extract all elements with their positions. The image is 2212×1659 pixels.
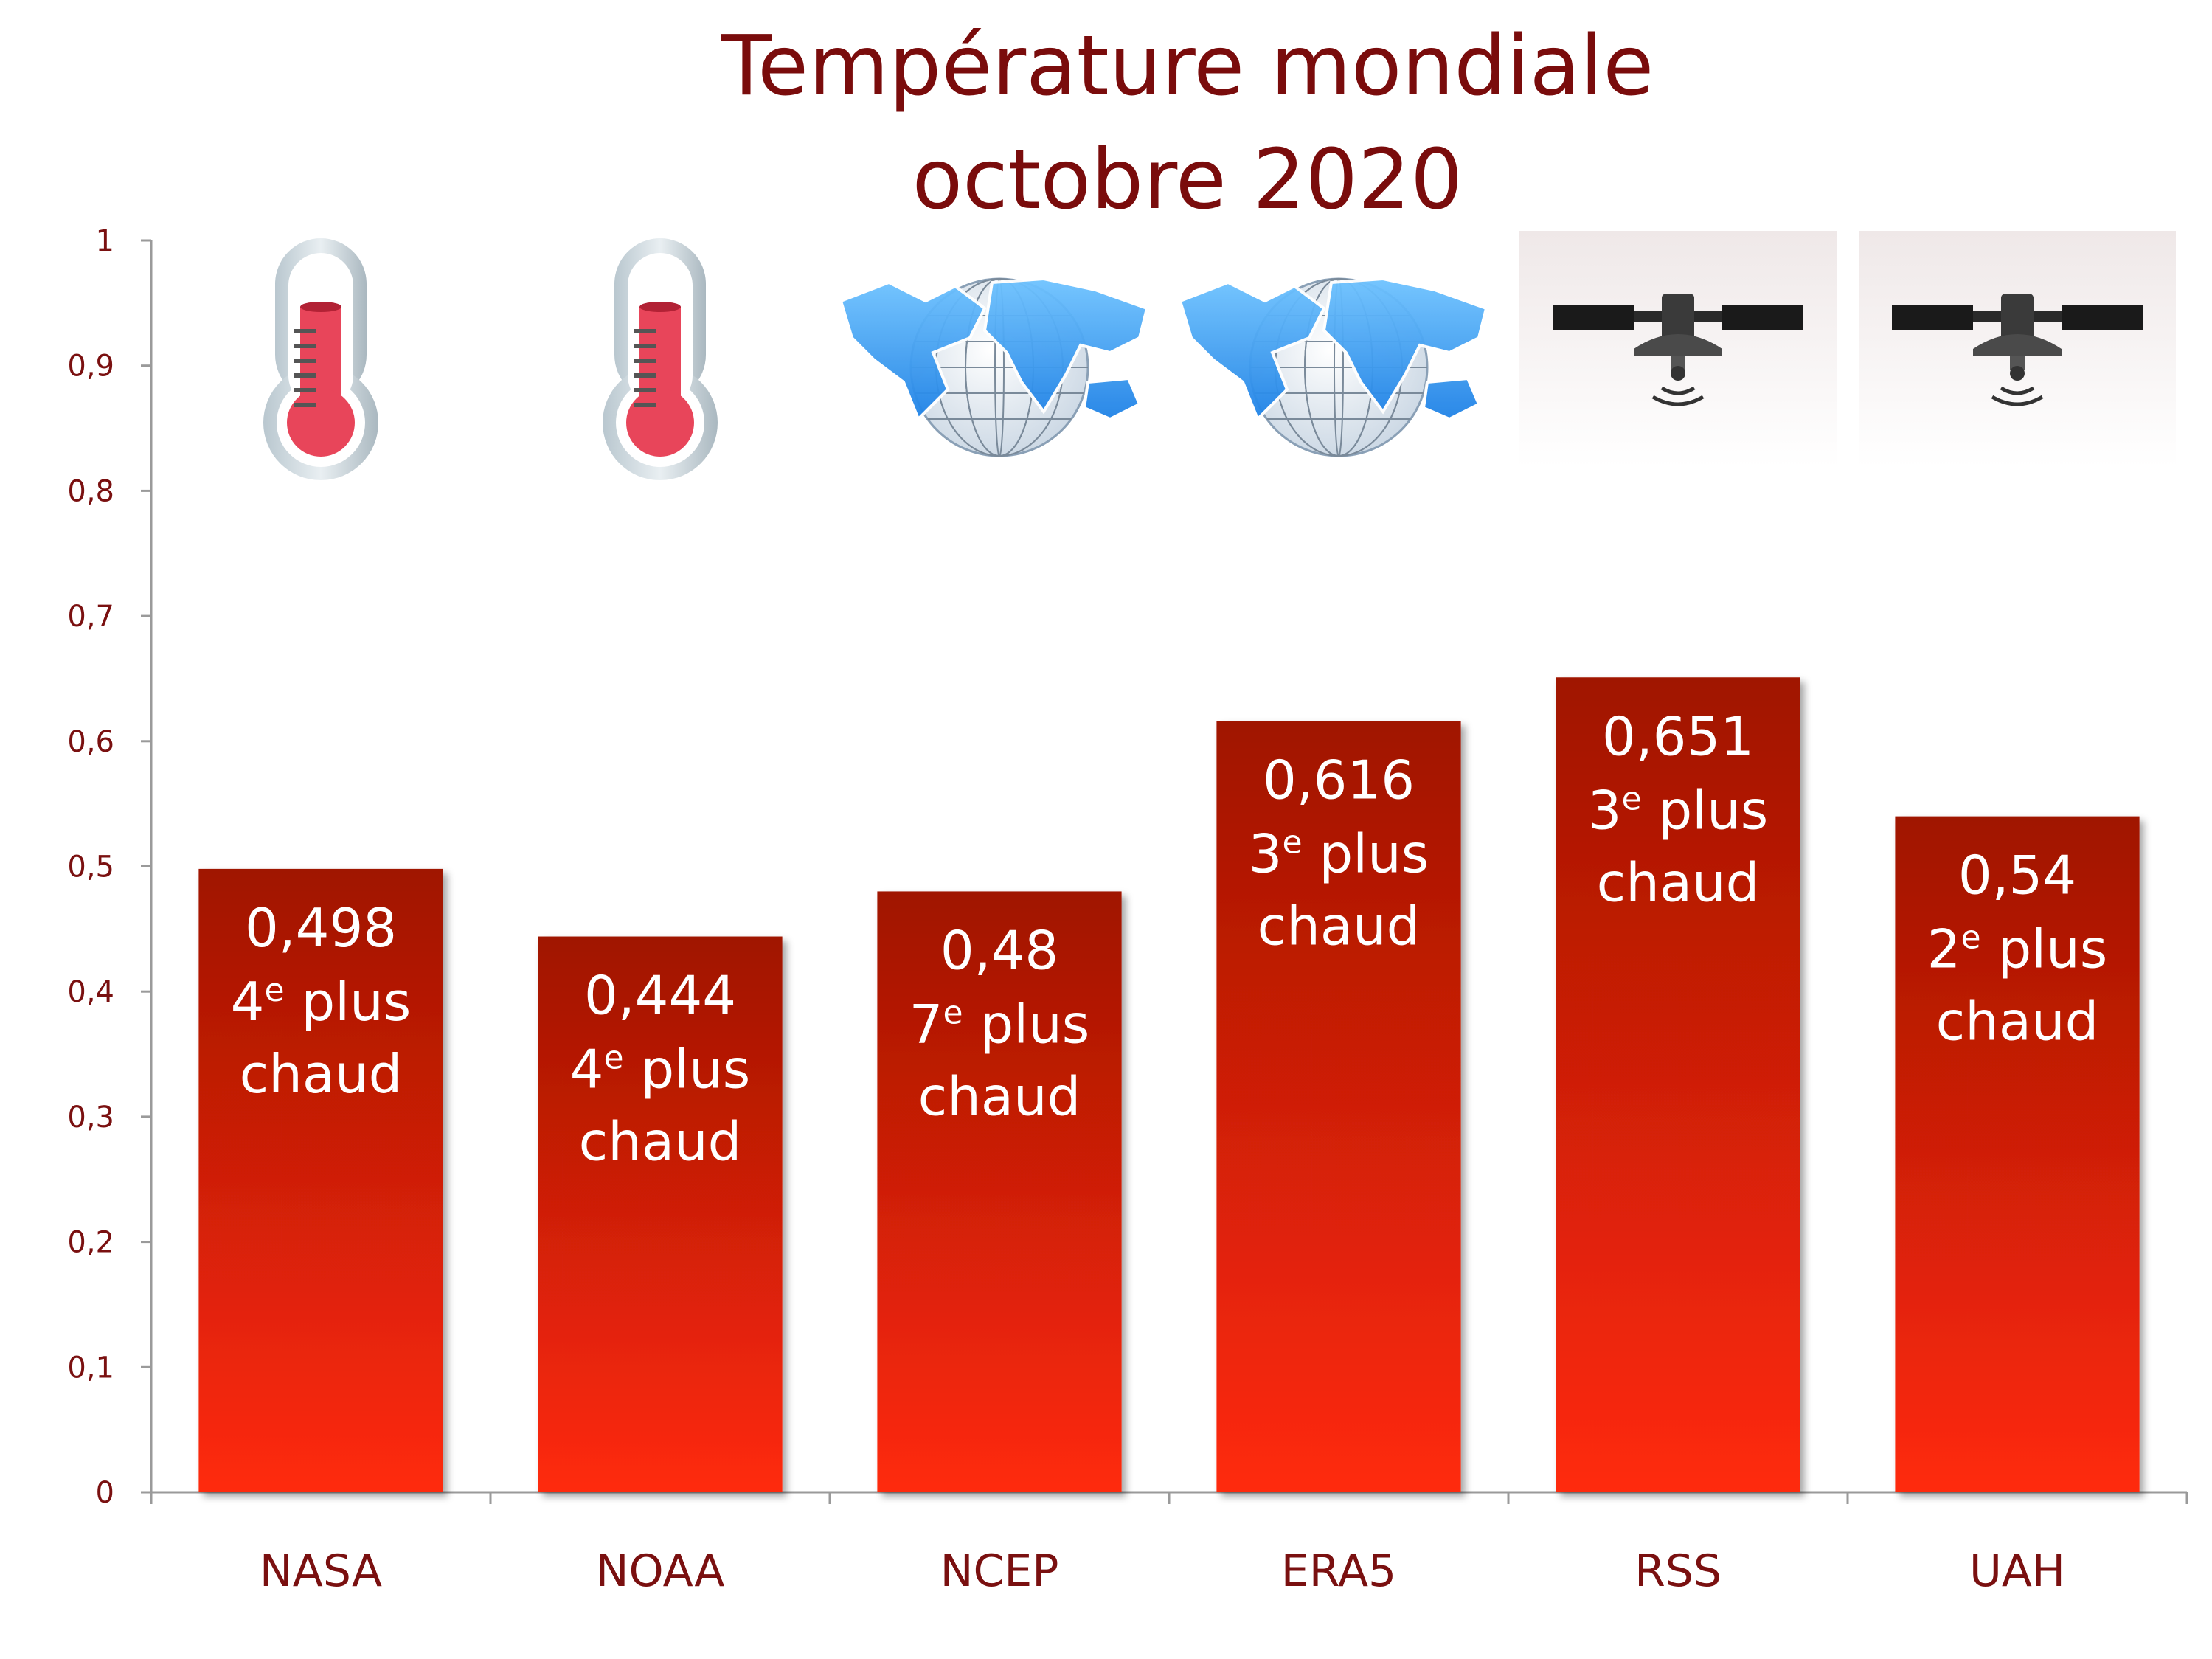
rank-label-line-2: chaud (918, 1065, 1081, 1127)
category-icons (263, 231, 2176, 480)
y-tick-label: 0,8 (67, 474, 114, 508)
rank-label-line-1: 4e plus (231, 971, 412, 1033)
bar-uah (1895, 816, 2140, 1492)
category-label-nasa: NASA (260, 1545, 382, 1597)
category-label-era5: ERA5 (1281, 1545, 1396, 1597)
y-tick-label: 0,5 (67, 851, 114, 884)
globe-icon (839, 277, 1149, 457)
rank-label-line-1: 7e plus (909, 993, 1090, 1055)
thermometer-icon (263, 238, 378, 480)
y-tick-label: 0,2 (67, 1226, 114, 1260)
y-tick-label: 0,4 (67, 975, 114, 1009)
satellite-icon (1859, 231, 2176, 467)
y-tick-label: 0,1 (67, 1351, 114, 1385)
value-label: 0,616 (1263, 749, 1415, 811)
globe-icon (1178, 277, 1488, 457)
rank-label-line-1: 4e plus (570, 1039, 751, 1101)
bar-noaa (538, 936, 783, 1492)
category-label-noaa: NOAA (596, 1545, 725, 1597)
value-label: 0,48 (940, 919, 1058, 981)
chart-title-line-2: octobre 2020 (912, 132, 1463, 228)
category-label-uah: UAH (1969, 1545, 2065, 1597)
satellite-icon (1519, 231, 1837, 467)
bar-nasa (198, 868, 443, 1492)
bar-ncep (877, 891, 1122, 1492)
category-label-rss: RSS (1634, 1545, 1722, 1597)
y-tick-label: 0,6 (67, 725, 114, 759)
rank-label-line-1: 2e plus (1927, 918, 2108, 980)
y-tick-label: 0,3 (67, 1101, 114, 1135)
value-label: 0,498 (245, 897, 397, 959)
y-tick-label: 1 (96, 224, 114, 258)
rank-label-line-2: chaud (1597, 851, 1760, 913)
bar-rss (1556, 677, 1800, 1493)
chart-title-line-1: Température mondiale (721, 18, 1654, 114)
value-label: 0,54 (1958, 845, 2076, 907)
y-tick-label: 0,9 (67, 350, 114, 384)
rank-label-line-2: chaud (240, 1043, 403, 1105)
rank-label-line-2: chaud (579, 1111, 742, 1173)
value-label: 0,651 (1602, 705, 1754, 767)
bar-era5 (1216, 721, 1461, 1493)
y-tick-label: 0 (96, 1476, 114, 1510)
x-axis-ticks (150, 1492, 2188, 1504)
rank-label-line-2: chaud (1936, 991, 2099, 1053)
value-label: 0,444 (584, 965, 736, 1027)
rank-label-line-1: 3e plus (1249, 823, 1429, 885)
category-label-ncep: NCEP (940, 1545, 1059, 1597)
y-tick-label: 0,7 (67, 600, 114, 634)
y-axis-ticks: 0 0,1 0,2 0,3 0,4 0,5 0,6 0,7 0,8 0,9 1 (67, 224, 151, 1510)
rank-label-line-2: chaud (1258, 896, 1421, 957)
thermometer-icon (603, 238, 718, 480)
category-labels: NASA NOAA NCEP ERA5 RSS UAH (260, 1545, 2065, 1597)
rank-label-line-1: 3e plus (1588, 779, 1769, 841)
bar-series: 0,498 4e plus chaud 0,444 4e plus chaud 0,48 7e… (198, 677, 2140, 1493)
